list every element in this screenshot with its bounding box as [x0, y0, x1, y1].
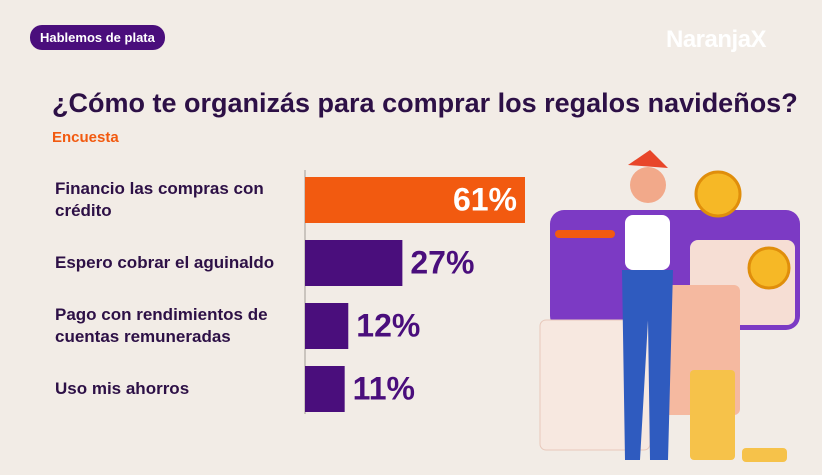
coin	[747, 246, 791, 290]
wallet-strap	[555, 230, 615, 238]
bar	[305, 303, 349, 349]
value-label: 12%	[356, 307, 420, 343]
bar	[305, 177, 525, 223]
hat	[628, 150, 668, 168]
coin	[694, 170, 742, 218]
logo: NaranjaX	[666, 26, 767, 53]
head	[630, 167, 666, 203]
category-label: Uso mis ahorros	[55, 379, 190, 398]
value-label: 11%	[353, 370, 415, 406]
shirt	[625, 215, 670, 270]
category-label: Financio las compras con crédito	[55, 179, 264, 220]
value-label: 61%	[453, 181, 517, 217]
chart-subtitle: Encuesta	[52, 129, 119, 146]
pants	[622, 270, 673, 460]
badge: Hablemos de plata	[30, 25, 165, 50]
bar	[305, 366, 345, 412]
value-label: 27%	[410, 244, 474, 280]
coin-stack	[742, 448, 787, 462]
category-label: Espero cobrar el aguinaldo	[55, 253, 275, 272]
coin-stack	[690, 370, 735, 460]
illustration	[539, 150, 800, 462]
chart-title: ¿Cómo te organizás para comprar los rega…	[52, 88, 798, 118]
bar	[305, 240, 403, 286]
category-label: Pago con rendimientos de cuentas remuner…	[55, 305, 268, 346]
